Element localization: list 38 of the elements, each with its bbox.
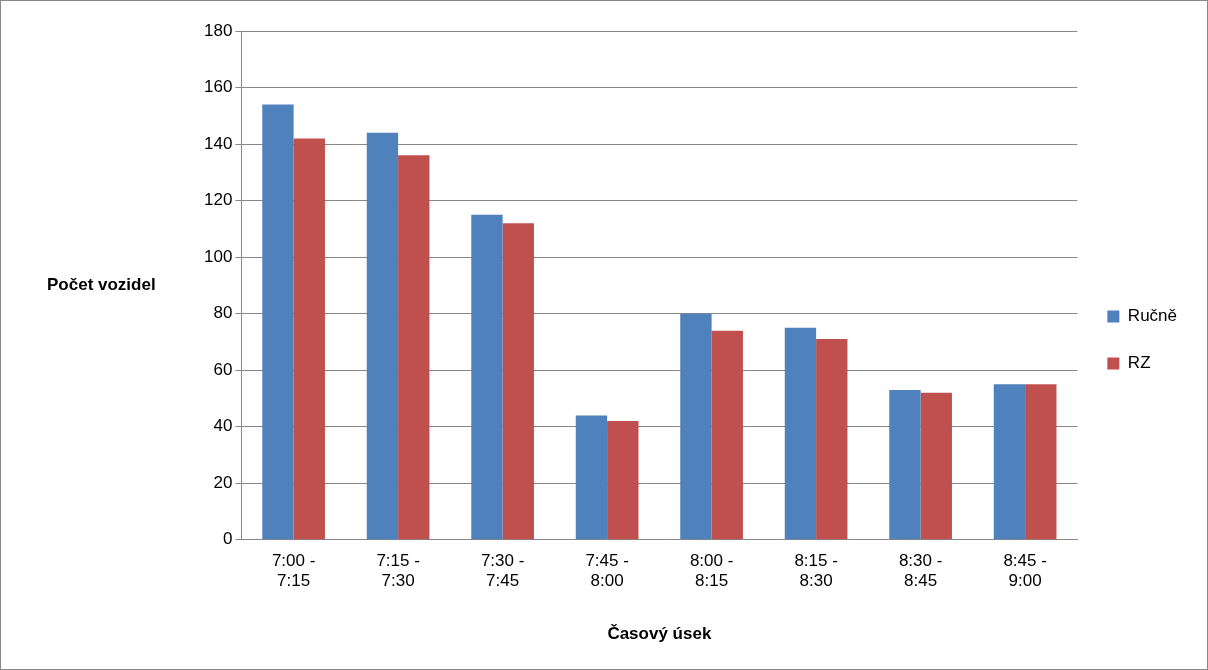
x-tick-label: 8:45 - 9:00 — [1003, 550, 1047, 591]
y-tick-label: 60 — [213, 359, 233, 379]
bar — [607, 421, 639, 540]
y-tick-label: 160 — [203, 77, 233, 97]
x-tick-label: 8:30 - 8:45 — [898, 550, 943, 591]
bar — [711, 330, 743, 540]
bar — [993, 384, 1026, 540]
bar — [784, 327, 817, 540]
y-tick-label: 80 — [213, 303, 233, 323]
bar — [680, 313, 712, 540]
x-tick-label: 7:45 - 8:00 — [585, 550, 629, 591]
bar — [575, 415, 608, 540]
x-tick-label: 7:30 - 7:45 — [480, 550, 525, 591]
bar — [502, 223, 534, 540]
bar — [1025, 384, 1057, 540]
y-tick-label: 0 — [222, 529, 233, 549]
bar — [816, 339, 848, 540]
x-tick-label: 8:00 - 8:15 — [689, 550, 734, 591]
y-axis-title: Počet vozidel — [47, 275, 156, 295]
bar — [366, 132, 399, 540]
x-tick-label: 7:00 - 7:15 — [271, 550, 316, 591]
y-tick-label: 20 — [213, 472, 233, 492]
bar — [471, 214, 503, 540]
y-tick-label: 120 — [203, 190, 233, 210]
x-tick-label: 7:15 - 7:30 — [376, 550, 420, 591]
x-axis-title: Časový úsek — [607, 624, 712, 644]
legend-label: RZ — [1127, 353, 1151, 373]
bar — [889, 389, 921, 540]
legend-label: Ručně — [1127, 306, 1177, 326]
bar — [398, 155, 430, 540]
y-tick-label: 40 — [213, 416, 233, 436]
y-tick-label: 180 — [203, 20, 233, 40]
y-tick-label: 100 — [203, 246, 233, 266]
y-tick-label: 140 — [203, 133, 233, 153]
bar — [293, 138, 325, 540]
bar — [262, 104, 294, 540]
x-tick-label: 8:15 - 8:30 — [794, 550, 838, 591]
bar — [920, 392, 952, 540]
